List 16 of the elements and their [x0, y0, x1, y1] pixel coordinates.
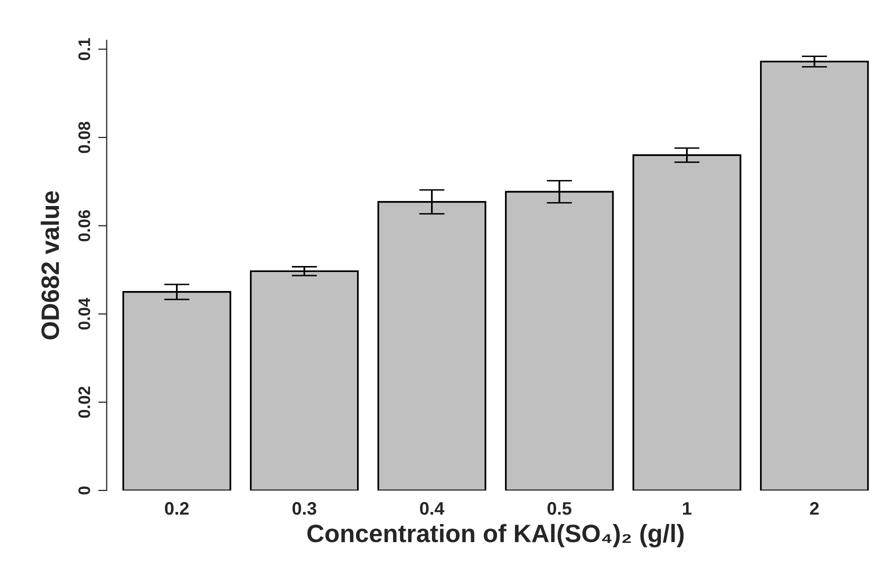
y-axis-title: OD682 value: [40, 191, 60, 340]
y-tick-label: 0.1: [78, 38, 90, 60]
x-tick-label: 0.5: [548, 502, 572, 515]
y-tick-label: 0.02: [78, 386, 90, 418]
y-tick-label: 0.08: [78, 122, 90, 154]
x-axis-title: Concentration of KAl(SO₄)₂ (g/l): [307, 524, 684, 548]
bar: [250, 270, 359, 490]
y-tick-label: 0: [78, 486, 90, 494]
x-tick-label: 0.4: [420, 502, 444, 515]
y-tick-label: 0.04: [78, 298, 90, 330]
x-tick-label: 2: [810, 502, 819, 515]
y-tick-label: 0.06: [78, 210, 90, 242]
x-tick-label: 0.3: [292, 502, 316, 515]
x-tick-label: 0.2: [164, 502, 189, 515]
bar: [760, 60, 869, 490]
x-tick-label: 1: [683, 502, 692, 515]
